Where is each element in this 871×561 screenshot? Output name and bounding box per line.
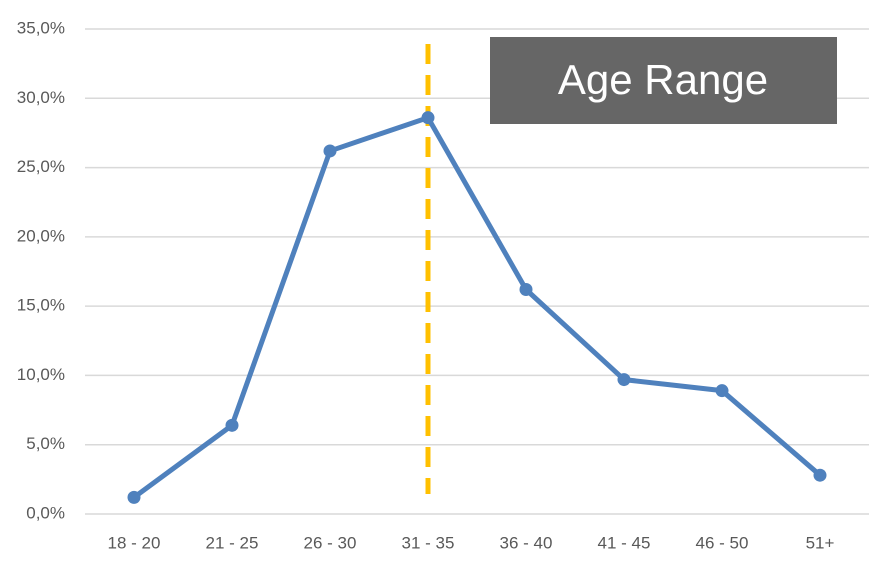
y-tick-label: 15,0% — [17, 296, 65, 315]
x-tick-label: 51+ — [806, 533, 835, 552]
x-tick-label: 41 - 45 — [598, 533, 651, 552]
y-tick-label: 25,0% — [17, 157, 65, 176]
x-tick-label: 46 - 50 — [696, 533, 749, 552]
data-point — [127, 490, 141, 504]
y-tick-label: 30,0% — [17, 88, 65, 107]
data-point — [519, 283, 533, 297]
y-tick-label: 10,0% — [17, 365, 65, 384]
data-point — [225, 418, 239, 432]
x-tick-label: 31 - 35 — [402, 533, 455, 552]
x-tick-label: 26 - 30 — [304, 533, 357, 552]
y-tick-label: 35,0% — [17, 18, 65, 37]
data-point — [323, 144, 337, 158]
x-tick-label: 21 - 25 — [206, 533, 259, 552]
x-tick-label: 18 - 20 — [108, 533, 161, 552]
data-point — [421, 111, 435, 125]
title-box — [490, 37, 837, 124]
y-tick-label: 5,0% — [26, 434, 65, 453]
data-point — [617, 373, 631, 387]
y-tick-label: 20,0% — [17, 226, 65, 245]
data-point — [813, 468, 827, 482]
y-tick-label: 0,0% — [26, 503, 65, 522]
data-line — [132, 115, 822, 500]
chart-title: Age Range — [558, 56, 768, 103]
x-tick-label: 36 - 40 — [500, 533, 553, 552]
data-point — [715, 384, 729, 398]
